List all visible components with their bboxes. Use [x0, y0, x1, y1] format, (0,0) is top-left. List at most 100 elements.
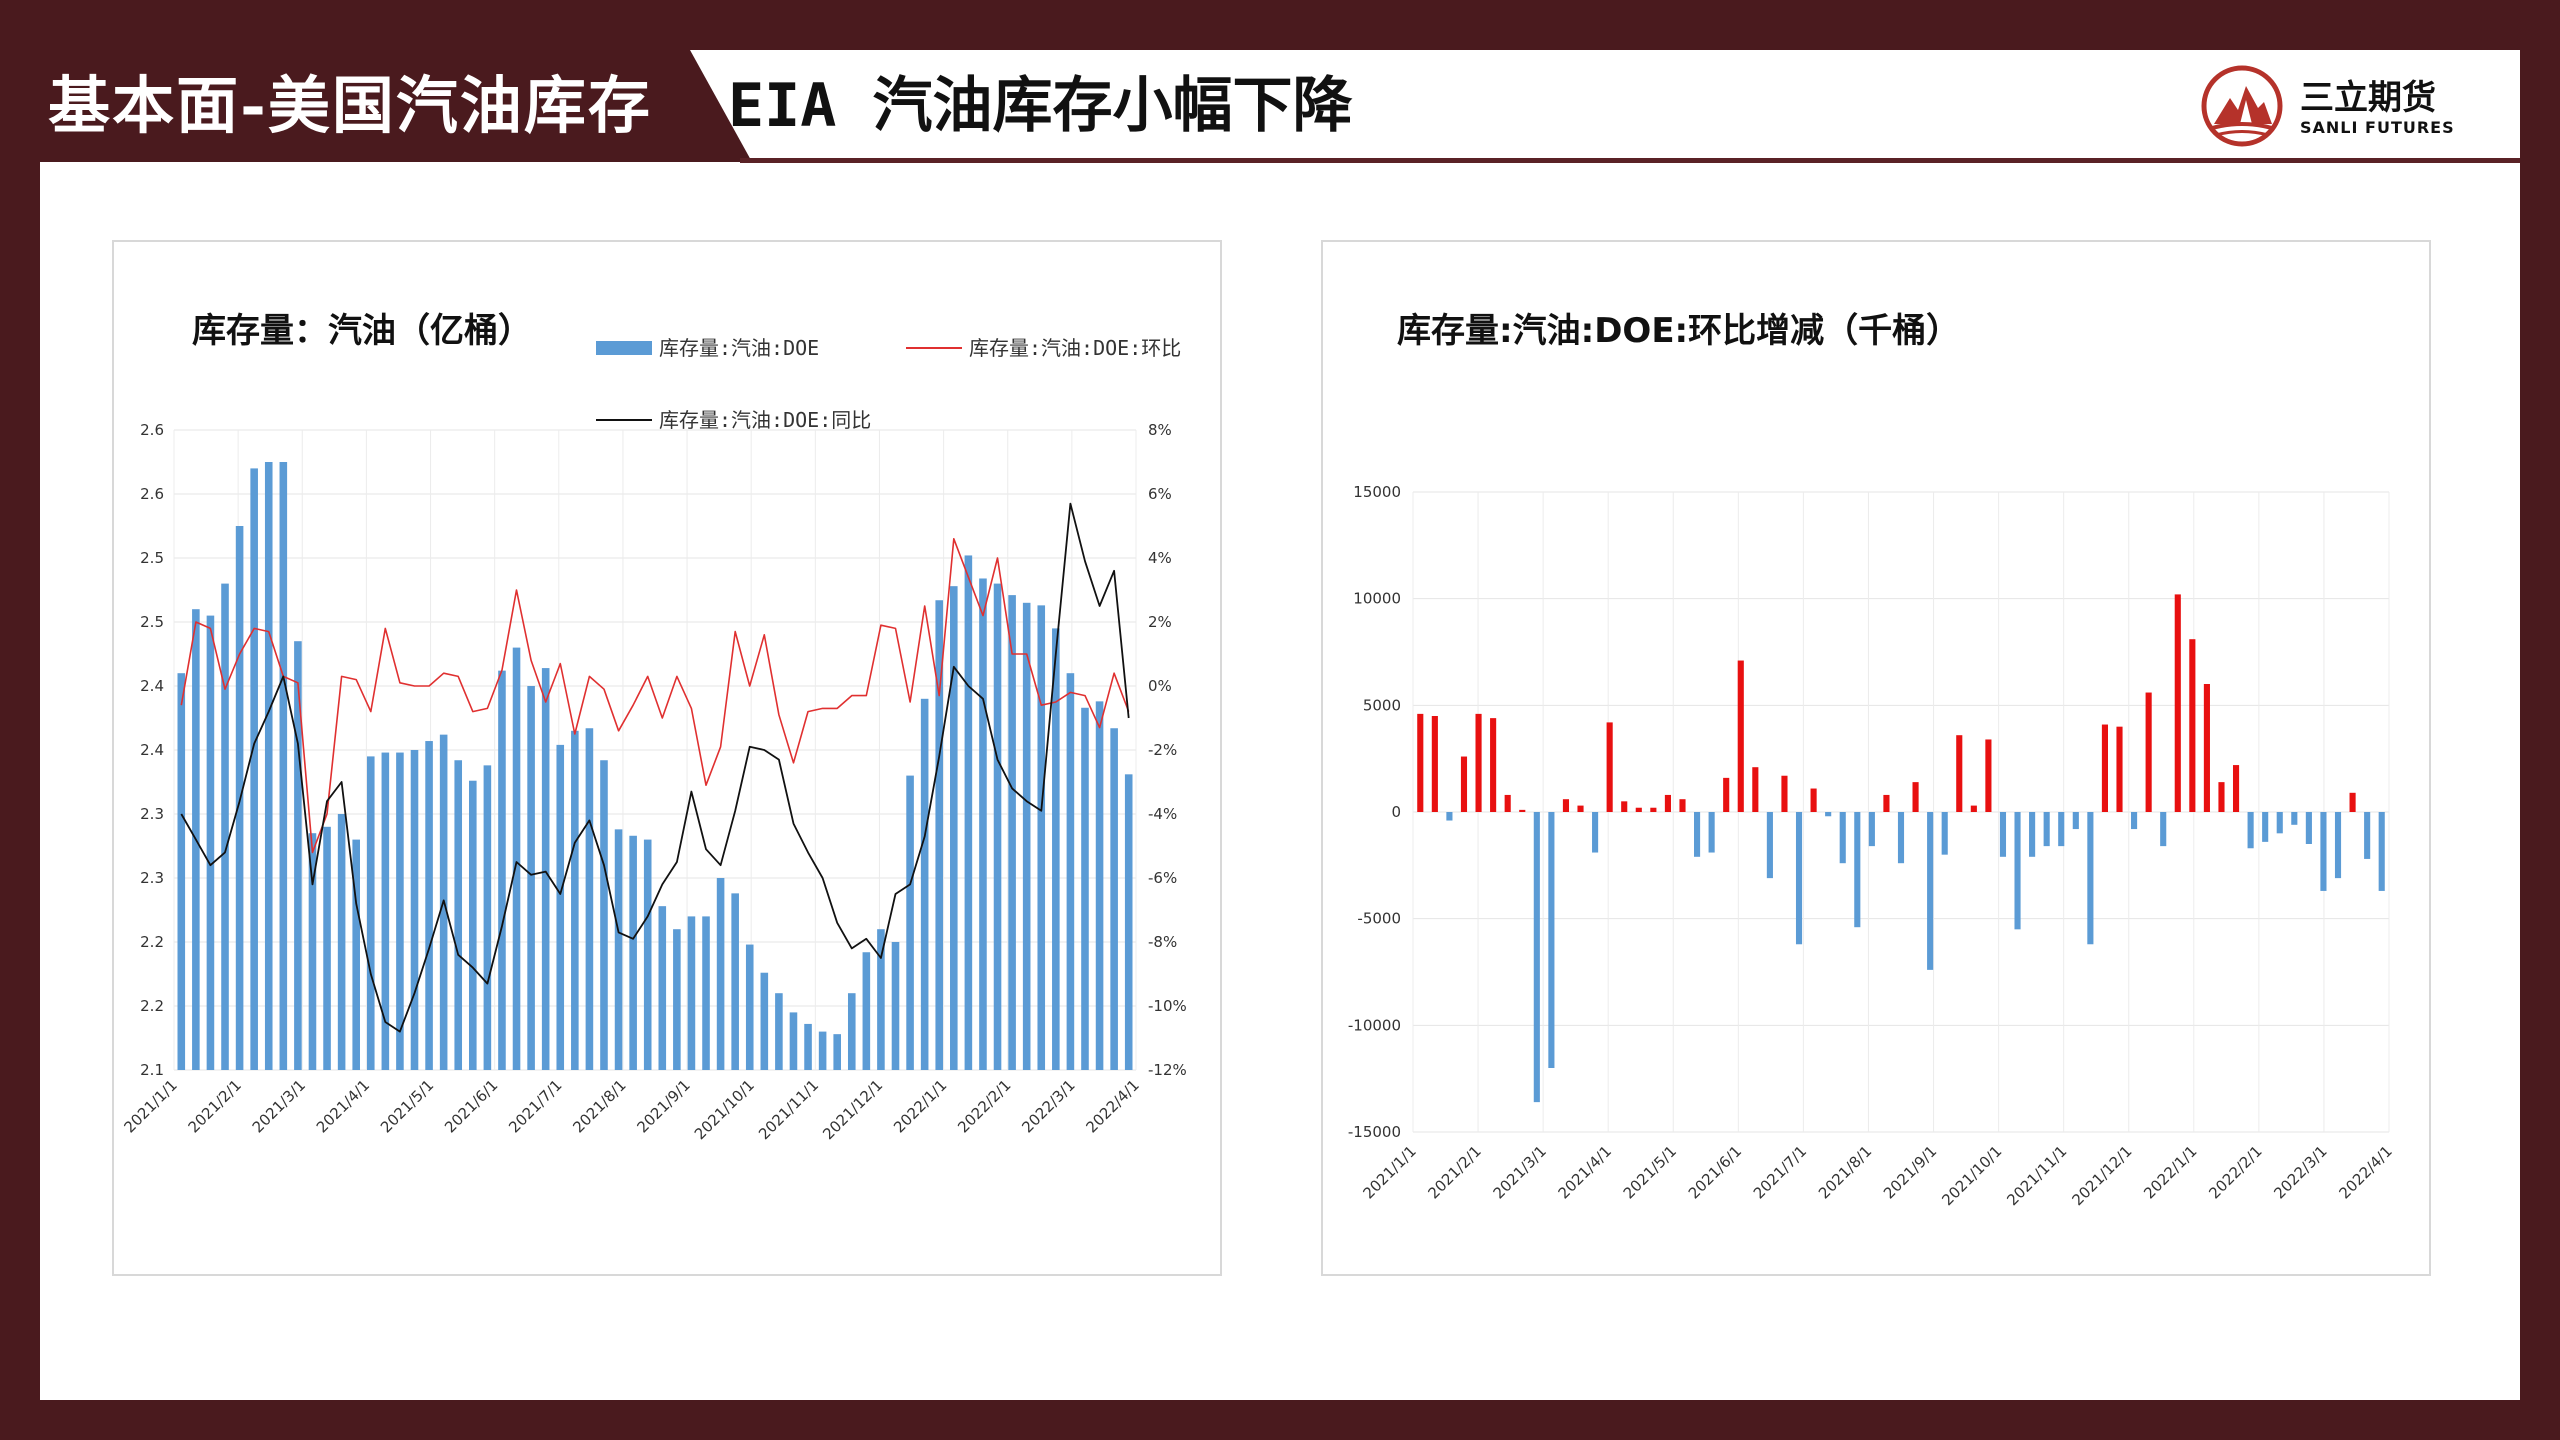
- increase-bar: [1723, 777, 1730, 812]
- y-right-tick-label: 6%: [1148, 485, 1172, 503]
- legend-label-wow: 库存量:汽油:DOE:环比: [969, 336, 1181, 360]
- legend-label-stock: 库存量:汽油:DOE: [659, 336, 819, 360]
- legend-swatch-stock: [596, 341, 652, 355]
- inventory-bar: [789, 1012, 798, 1070]
- inventory-bar: [891, 942, 900, 1070]
- inventory-bar: [950, 586, 958, 1070]
- decrease-bar: [1825, 812, 1832, 817]
- y-right-tick-label: -2%: [1148, 741, 1177, 759]
- inventory-bar: [396, 752, 404, 1070]
- inventory-bar: [658, 906, 667, 1070]
- inventory-bar: [833, 1034, 841, 1070]
- inventory-bar: [337, 814, 346, 1070]
- decrease-bar: [1854, 812, 1861, 928]
- x-tick-label: 2021/2/1: [185, 1076, 245, 1136]
- x-tick-label: 2021/5/1: [377, 1076, 437, 1136]
- inventory-bar: [221, 583, 229, 1070]
- inventory-bar: [643, 839, 652, 1070]
- x-tick-label: 2021/5/1: [1620, 1142, 1680, 1202]
- x-tick-label: 2021/8/1: [1815, 1142, 1875, 1202]
- inventory-bar: [585, 728, 594, 1070]
- inventory-bar: [177, 673, 186, 1070]
- decrease-bar: [2378, 812, 2385, 891]
- yoy-line: [180, 502, 1130, 1033]
- x-tick-label: 2021/1/1: [120, 1076, 180, 1136]
- inventory-bar: [818, 1031, 827, 1070]
- y-tick-label: -15000: [1348, 1123, 1401, 1141]
- inventory-bar: [483, 765, 492, 1070]
- inventory-bar: [294, 641, 302, 1070]
- inventory-bar: [425, 741, 433, 1070]
- inventory-bar: [862, 952, 871, 1070]
- headline: EIA 汽油库存小幅下降: [728, 71, 1353, 141]
- decrease-bar: [2320, 812, 2327, 891]
- x-tick-label: 2021/7/1: [505, 1076, 565, 1136]
- x-tick-label: 2021/11/1: [2003, 1142, 2070, 1209]
- inventory-bar: [308, 833, 317, 1070]
- decrease-bar: [1927, 812, 1934, 970]
- decrease-bar: [1708, 812, 1715, 853]
- inventory-bar: [410, 750, 419, 1070]
- chart-title: 库存量：汽油（亿桶）: [192, 311, 532, 351]
- y-left-tick-label: 2.5: [140, 549, 164, 567]
- increase-bar: [1635, 807, 1642, 812]
- y-right-tick-label: -12%: [1148, 1061, 1187, 1079]
- legend-label-yoy: 库存量:汽油:DOE:同比: [659, 408, 871, 432]
- y-right-tick-label: -6%: [1148, 869, 1177, 887]
- increase-bar: [1431, 716, 1438, 812]
- increase-bar: [1970, 805, 1977, 812]
- inventory-bar: [1066, 673, 1075, 1070]
- decrease-bar: [2029, 812, 2036, 857]
- decrease-bar: [2087, 812, 2094, 945]
- y-left-tick-label: 2.3: [140, 869, 164, 887]
- increase-bar: [1679, 799, 1686, 812]
- inventory-bar: [279, 462, 288, 1070]
- inventory-bar: [629, 835, 637, 1070]
- inventory-bar: [1022, 602, 1031, 1070]
- increase-bar: [2218, 782, 2225, 812]
- x-tick-label: 2021/11/1: [755, 1076, 822, 1143]
- decrease-bar: [2364, 812, 2371, 859]
- increase-bar: [1956, 735, 1963, 812]
- increase-bar: [1621, 801, 1628, 812]
- decrease-bar: [1592, 812, 1599, 853]
- inventory-bar: [979, 578, 987, 1070]
- inventory-bar: [1124, 774, 1133, 1070]
- inventory-bar: [687, 916, 696, 1070]
- inventory-bar: [600, 760, 608, 1070]
- inventory-bar: [716, 878, 725, 1070]
- decrease-bar: [1839, 812, 1846, 864]
- y-tick-label: 0: [1391, 803, 1401, 821]
- inventory-bar: [250, 468, 258, 1070]
- increase-bar: [2189, 639, 2196, 812]
- decrease-bar: [2058, 812, 2065, 847]
- x-tick-label: 2022/4/1: [2335, 1142, 2395, 1202]
- y-right-tick-label: -10%: [1148, 997, 1187, 1015]
- section-title: 基本面-美国汽油库存: [48, 69, 652, 142]
- section-banner-shape: [40, 50, 752, 162]
- inventory-bar: [702, 916, 710, 1070]
- y-left-tick-label: 2.3: [140, 805, 164, 823]
- x-tick-label: 2021/9/1: [634, 1076, 694, 1136]
- x-tick-label: 2021/3/1: [1490, 1142, 1550, 1202]
- decrease-bar: [1533, 812, 1540, 1103]
- inventory-bar: [614, 829, 623, 1070]
- x-tick-label: 2022/1/1: [890, 1076, 950, 1136]
- increase-bar: [1577, 805, 1584, 812]
- slide: 基本面-美国汽油库存 EIA 汽油库存小幅下降 三立期货 SANLI FUTUR…: [40, 50, 2520, 1400]
- decrease-bar: [2072, 812, 2079, 830]
- logo-name-en: SANLI FUTURES: [2300, 118, 2455, 137]
- increase-bar: [1883, 794, 1890, 812]
- increase-bar: [1650, 807, 1657, 812]
- increase-bar: [2232, 765, 2240, 812]
- inventory-bar: [366, 756, 375, 1070]
- inventory-bar: [264, 462, 273, 1070]
- x-tick-label: 2021/1/1: [1359, 1142, 1419, 1202]
- y-left-tick-label: 2.6: [140, 485, 164, 503]
- x-tick-label: 2021/4/1: [313, 1076, 373, 1136]
- inventory-bar: [1008, 595, 1016, 1070]
- decrease-bar: [1897, 812, 1905, 864]
- header-rule: [740, 158, 2520, 163]
- increase-bar: [1781, 775, 1788, 812]
- inventory-bar: [571, 730, 579, 1070]
